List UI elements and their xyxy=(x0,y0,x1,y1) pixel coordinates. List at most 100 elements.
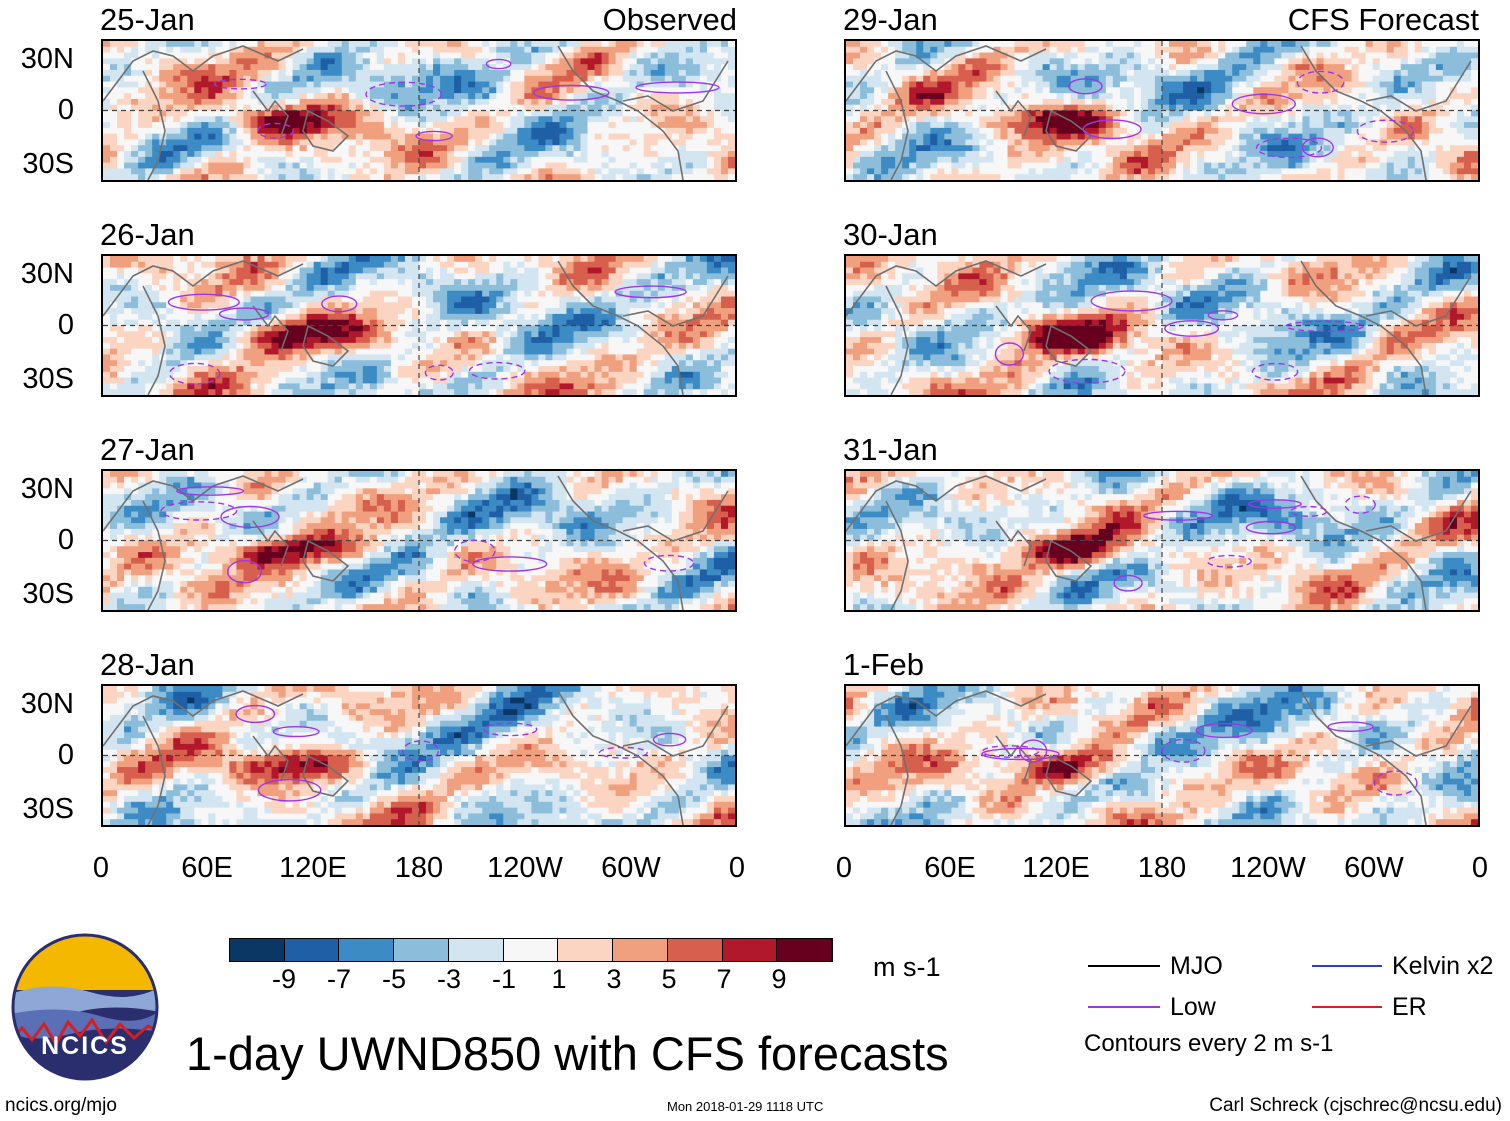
colorbar-tick: 5 xyxy=(661,964,677,994)
panel-source-label: Observed xyxy=(602,2,737,37)
legend-label-kelvin: Kelvin x2 xyxy=(1392,952,1494,980)
legend-line-er xyxy=(1312,1006,1382,1008)
lon-label: 120E xyxy=(279,852,347,884)
coastline xyxy=(1300,690,1427,825)
colorbar-segment xyxy=(503,939,559,961)
contour-line xyxy=(1301,137,1334,158)
coastline xyxy=(1365,60,1472,112)
ncics-logo: NCICS xyxy=(10,932,160,1082)
contour-line xyxy=(1019,739,1048,763)
panel-date: 29-Jan xyxy=(843,2,938,37)
lon-label: 60E xyxy=(924,852,976,884)
contour-line xyxy=(168,362,221,385)
legend-line-kelvin xyxy=(1312,965,1382,967)
source-link[interactable]: ncics.org/mjo xyxy=(5,1095,117,1116)
lat-label: 30N xyxy=(20,43,74,75)
contour-line xyxy=(402,740,440,762)
contour-line xyxy=(643,554,695,572)
lon-label: 120W xyxy=(1230,852,1306,884)
coastline xyxy=(252,90,289,137)
lon-label: 120W xyxy=(487,852,563,884)
logo-text: NCICS xyxy=(41,1032,129,1060)
contour-line xyxy=(1251,362,1299,381)
coastline xyxy=(995,520,1032,567)
contour-line xyxy=(213,78,267,90)
panel-date: 25-Jan xyxy=(100,2,195,37)
panel-date: 1-Feb xyxy=(843,647,924,682)
panel-source-label: CFS Forecast xyxy=(1287,2,1479,37)
colorbar-segment xyxy=(394,939,449,961)
contour-line xyxy=(321,295,358,313)
coastline xyxy=(622,490,729,542)
contour-line xyxy=(994,342,1024,366)
contour-line xyxy=(652,732,687,747)
contour-line xyxy=(257,778,322,802)
contour-line xyxy=(1164,320,1220,337)
coastline xyxy=(302,754,350,797)
legend-label-er: ER xyxy=(1392,993,1427,1021)
coastline xyxy=(302,539,350,582)
coastline xyxy=(885,70,909,180)
coastline xyxy=(1365,705,1472,757)
colorbar-segment xyxy=(667,939,723,961)
map-panel xyxy=(844,39,1480,182)
legend-label-low: Low xyxy=(1170,993,1216,1021)
legend-line-mjo xyxy=(1088,965,1160,967)
coastline xyxy=(252,305,289,352)
colorbar-tick: 7 xyxy=(716,964,732,994)
lon-label: 0 xyxy=(1471,852,1489,884)
contour-line xyxy=(424,364,454,381)
contour-line xyxy=(1373,770,1418,796)
coastline xyxy=(557,45,684,180)
coastline xyxy=(622,60,729,112)
coastline xyxy=(142,285,166,395)
lon-label: 60W xyxy=(601,852,661,884)
lat-label: 30S xyxy=(22,148,74,180)
contour-line xyxy=(1082,119,1142,140)
coastline xyxy=(252,520,289,567)
contour-line xyxy=(1143,510,1213,521)
lon-label: 180 xyxy=(394,852,444,884)
contour-line xyxy=(176,486,245,496)
colorbar-tick: -1 xyxy=(491,964,516,994)
lon-label: 180 xyxy=(1137,852,1187,884)
contour-line xyxy=(485,58,512,70)
coastline xyxy=(995,90,1032,137)
coastline xyxy=(885,285,909,395)
coastline xyxy=(302,109,350,152)
units-label: m s-1 xyxy=(873,952,941,982)
colorbar-segment xyxy=(284,939,340,961)
contour-line xyxy=(235,704,276,724)
panel-date: 31-Jan xyxy=(843,432,938,467)
contour-line xyxy=(272,725,320,738)
coastline xyxy=(1365,275,1472,327)
contour-line xyxy=(472,556,548,572)
coastline xyxy=(885,715,909,825)
map-panel xyxy=(844,684,1480,827)
coastline xyxy=(557,475,684,610)
contour-line xyxy=(365,81,443,107)
contour-line xyxy=(226,559,262,584)
contour-line xyxy=(1113,574,1143,592)
lon-label: 120E xyxy=(1022,852,1090,884)
lon-label: 0 xyxy=(835,852,853,884)
coastline xyxy=(1045,754,1093,797)
coastline xyxy=(1045,324,1093,367)
contour-line xyxy=(1206,554,1252,568)
contour-line xyxy=(1068,78,1103,95)
contour-note: Contours every 2 m s-1 xyxy=(1084,1030,1334,1057)
coastline xyxy=(995,305,1032,352)
colorbar-segment xyxy=(613,939,668,961)
colorbar-segment xyxy=(339,939,395,961)
colorbar-tick: -7 xyxy=(326,964,351,994)
legend-line-low xyxy=(1088,1006,1160,1008)
coastline xyxy=(1300,260,1427,395)
lat-label: 30S xyxy=(22,578,74,610)
lat-label: 30N xyxy=(20,258,74,290)
coastline xyxy=(622,705,729,757)
lat-label: 0 xyxy=(57,309,74,341)
panel-date: 28-Jan xyxy=(100,647,195,682)
contour-line xyxy=(167,293,240,311)
coastline xyxy=(103,45,304,102)
coastline xyxy=(846,475,1047,532)
